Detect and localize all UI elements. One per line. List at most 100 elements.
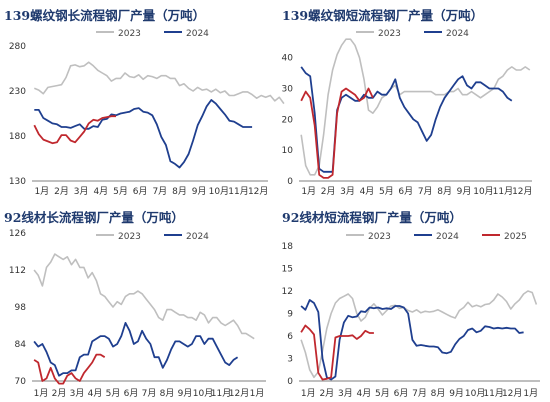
y-tick-label: 130 <box>9 177 26 187</box>
x-tick-label: 10月 <box>193 388 213 399</box>
x-tick-label: 5月 <box>375 388 390 399</box>
y-tick-label: 15 <box>282 265 293 275</box>
x-tick-label: 3月 <box>340 186 355 197</box>
legend-label-2024: 2024 <box>186 232 209 242</box>
x-tick-label: 6月 <box>124 388 139 399</box>
x-tick-label: 11月 <box>483 388 503 399</box>
x-tick-label: 8月 <box>431 388 446 399</box>
y-tick-label: 30 <box>282 85 294 95</box>
x-tick-label: 1月 <box>34 388 49 399</box>
series-line-2024 <box>33 321 239 377</box>
chart-title: 139螺纹钢短流程钢厂产量（万吨） <box>282 8 483 23</box>
x-tick-label: 11月 <box>493 186 513 197</box>
x-tick-label: 12月 <box>248 186 268 197</box>
x-tick-label: 3月 <box>74 186 89 197</box>
x-tick-label: 9月 <box>178 388 193 399</box>
y-tick-label: 98 <box>15 303 27 313</box>
x-tick-label: 2月 <box>321 186 336 197</box>
x-tick-label: 12月 <box>502 388 522 399</box>
legend: 2023 2024 2025 <box>346 232 527 242</box>
x-tick-label: 8月 <box>172 186 187 197</box>
x-tick-label: 9月 <box>457 186 472 197</box>
x-tick-label: 6月 <box>394 388 409 399</box>
x-tick-label: 6月 <box>398 186 413 197</box>
x-tick-label: 4月 <box>357 388 372 399</box>
x-tick-label: 11月 <box>228 186 248 197</box>
y-tick-label: 180 <box>9 132 26 142</box>
x-tick-label: 8月 <box>160 388 175 399</box>
x-tick-label: 4月 <box>88 388 103 399</box>
series-line-series-3 <box>300 87 374 179</box>
x-tick-label: 1月 <box>523 388 538 399</box>
x-tick-label: 3月 <box>70 388 85 399</box>
x-tick-label: 2月 <box>54 186 69 197</box>
chart-title: 92线材短流程钢厂产量（万吨） <box>282 210 462 225</box>
x-tick-label: 1月 <box>301 186 316 197</box>
series-line-2023 <box>33 253 255 340</box>
y-tick-label: 0 <box>287 177 293 187</box>
x-tick-label: 5月 <box>106 388 121 399</box>
chart-title: 139螺纹钢长流程钢厂产量（万吨） <box>4 8 205 23</box>
y-tick-label: 12 <box>282 287 293 297</box>
x-tick-label: 10月 <box>209 186 229 197</box>
y-tick-label: 6 <box>287 332 293 342</box>
chart-panel-2: 139螺纹钢短流程钢厂产量（万吨） 2023 2024 0 10 20 30 40 1月 2月 3月… <box>282 8 533 197</box>
y-tick-label: 10 <box>282 146 294 156</box>
legend-label-2025: 2025 <box>504 232 527 242</box>
y-tick-label: 3 <box>287 355 293 365</box>
y-tick-label: 84 <box>15 340 27 350</box>
legend-label-2023: 2023 <box>118 29 141 39</box>
x-tick-label: 10月 <box>465 388 485 399</box>
legend-label-2023: 2023 <box>368 232 391 242</box>
y-tick-label: 280 <box>9 42 26 52</box>
x-tick-label: 9月 <box>192 186 207 197</box>
x-tick-label: 5月 <box>379 186 394 197</box>
x-tick-label: 9月 <box>449 388 464 399</box>
x-tick-label: 8月 <box>437 186 452 197</box>
legend-label-2024: 2024 <box>446 29 469 39</box>
y-tick-label: 230 <box>9 87 26 97</box>
series-line-series-3 <box>33 353 106 385</box>
x-tick-label: 3月 <box>338 388 353 399</box>
legend-label-2024: 2024 <box>436 232 459 242</box>
series-line-2025 <box>300 324 374 381</box>
x-tick-label: 1月 <box>301 388 316 399</box>
x-tick-label: 4月 <box>93 186 108 197</box>
x-tick-label: 11月 <box>211 388 231 399</box>
y-tick-label: 18 <box>282 242 294 252</box>
chart-title: 92线材长流程钢厂产量（万吨） <box>4 210 184 225</box>
x-tick-label: 7月 <box>152 186 167 197</box>
series-line-2023 <box>34 61 285 105</box>
y-tick-label: 126 <box>9 229 26 239</box>
series-line-series-3 <box>33 115 116 145</box>
x-tick-label: 1月 <box>250 388 265 399</box>
x-tick-label: 12月 <box>512 186 532 197</box>
x-tick-label: 12月 <box>229 388 249 399</box>
y-tick-label: 9 <box>287 310 293 320</box>
series-line-2024 <box>300 299 524 381</box>
legend: 2023 2024 <box>96 29 209 39</box>
legend-label-2024: 2024 <box>186 29 209 39</box>
x-tick-label: 6月 <box>133 186 148 197</box>
y-tick-label: 40 <box>282 54 294 64</box>
x-tick-label: 2月 <box>52 388 67 399</box>
series-line-2024 <box>34 99 253 169</box>
y-tick-label: 70 <box>15 377 27 387</box>
y-tick-label: 20 <box>282 115 294 125</box>
x-tick-label: 2月 <box>319 388 334 399</box>
series-line-2024 <box>300 66 513 173</box>
x-tick-label: 7月 <box>142 388 157 399</box>
x-tick-label: 5月 <box>113 186 128 197</box>
legend: 2023 2024 <box>356 29 469 39</box>
legend-label-2023: 2023 <box>118 232 141 242</box>
series-line-2023 <box>300 290 538 379</box>
legend-label-2023: 2023 <box>378 29 401 39</box>
x-tick-label: 10月 <box>473 186 493 197</box>
x-tick-label: 7月 <box>418 186 433 197</box>
y-tick-label: 0 <box>287 377 293 387</box>
chart-panel-1: 139螺纹钢长流程钢厂产量（万吨） 2023 2024 130 180 230 280 1月 2… <box>4 8 285 197</box>
